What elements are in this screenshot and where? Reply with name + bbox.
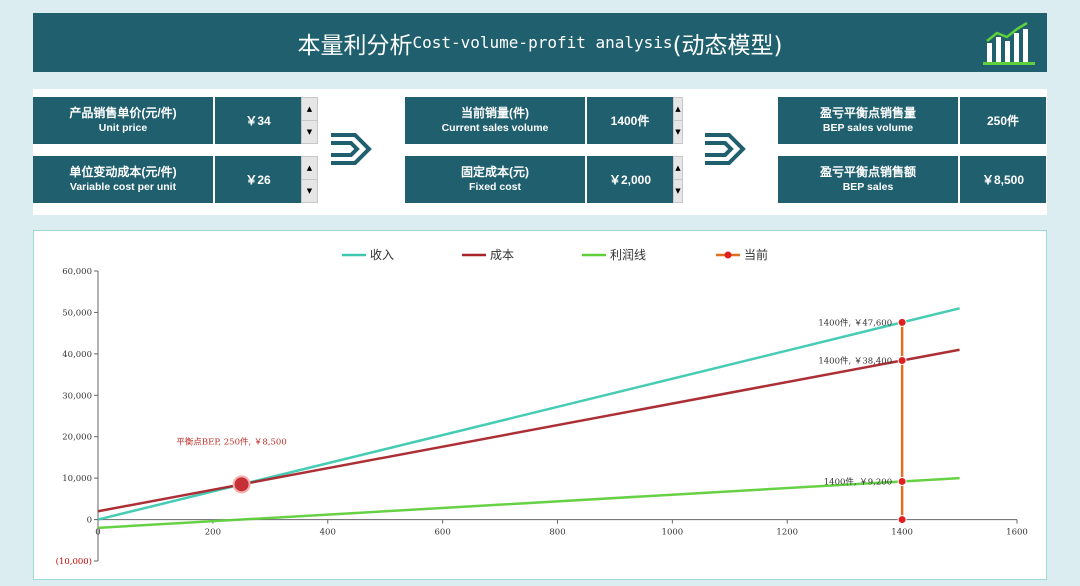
current-volume-value: 1400件 [587, 97, 673, 144]
fixed-cost-spinner[interactable]: ▲ ▼ [673, 156, 683, 203]
x-tick-label: 0 [95, 528, 100, 538]
unit-price-label: 产品销售单价(元/件) Unit price [33, 97, 213, 144]
fixed-cost-value: ￥2,000 [587, 156, 673, 203]
x-tick-label: 1000 [662, 528, 684, 538]
y-tick-label: 0 [87, 516, 92, 526]
current-point [897, 317, 907, 327]
input-panel: 产品销售单价(元/件) Unit price ￥34 ▲ ▼ 单位变动成本(元/件)… [33, 89, 1047, 215]
y-tick-label: 50,000 [62, 308, 92, 318]
arrow-right-icon [705, 133, 746, 165]
legend-label: 收入 [370, 248, 394, 262]
bep-volume-label: 盈亏平衡点销售量 BEP sales volume [778, 97, 958, 144]
title-cn: 本量利分析 [297, 32, 413, 59]
unit-price-card: 产品销售单价(元/件) Unit price ￥34 ▲ ▼ [33, 97, 318, 144]
title-en: Cost-volume-profit analysis [412, 33, 673, 52]
profit-line [97, 476, 960, 530]
y-tick-label: 40,000 [62, 350, 92, 360]
revenue-annotation: 1400件, ￥47,600 [818, 317, 892, 328]
arrow-right-icon [331, 133, 372, 165]
chart-panel: (10,000) 0 10,000 20,000 30,000 40,000 50,000 6… [33, 230, 1047, 580]
bep-volume-value: 250件 [960, 97, 1046, 144]
current-point [897, 476, 907, 486]
x-tick-label: 400 [320, 528, 336, 538]
spin-down-icon[interactable]: ▼ [306, 187, 313, 195]
profit-annotation: 1400件, ￥9,200 [824, 476, 892, 487]
cvp-chart: (10,000) 0 10,000 20,000 30,000 40,000 50,000 6… [56, 247, 1028, 567]
cost-annotation: 1400件, ￥38,400 [818, 355, 892, 366]
y-tick-label: 30,000 [62, 391, 92, 401]
variable-cost-spinner[interactable]: ▲ ▼ [301, 156, 318, 203]
spin-up-icon[interactable]: ▲ [302, 98, 317, 121]
bep-sales-value: ￥8,500 [960, 156, 1046, 203]
spin-up-icon[interactable]: ▲ [302, 157, 317, 180]
x-tick-label: 1600 [1006, 528, 1028, 538]
current-point [897, 515, 907, 525]
fixed-cost-label: 固定成本(元) Fixed cost [405, 156, 585, 203]
legend-label: 当前 [744, 247, 768, 262]
x-tick-label: 1400 [891, 528, 913, 538]
spin-down-icon[interactable]: ▼ [675, 187, 681, 195]
y-tick-label: 10,000 [62, 474, 92, 484]
title-bar: 本量利分析 Cost-volume-profit analysis (动态模型) [33, 13, 1047, 72]
x-tick-label: 1200 [776, 528, 798, 538]
current-point [897, 355, 907, 365]
x-tick-label: 800 [549, 528, 565, 538]
variable-cost-value: ￥26 [215, 156, 301, 203]
spin-up-icon[interactable]: ▲ [674, 157, 682, 180]
current-volume-card: 当前销量(件) Current sales volume 1400件 ▲ ▼ [405, 97, 683, 144]
x-tick-label: 200 [205, 528, 221, 538]
legend-label: 成本 [490, 248, 514, 262]
current-volume-spinner[interactable]: ▲ ▼ [673, 97, 683, 144]
variable-cost-card: 单位变动成本(元/件) Variable cost per unit ￥26 ▲ ▼ [33, 156, 318, 203]
bep-volume-card: 盈亏平衡点销售量 BEP sales volume 250件 [778, 97, 1046, 144]
spin-down-icon[interactable]: ▼ [306, 128, 313, 136]
bep-sales-label: 盈亏平衡点销售额 BEP sales [778, 156, 958, 203]
fixed-cost-card: 固定成本(元) Fixed cost ￥2,000 ▲ ▼ [405, 156, 683, 203]
legend-marker [724, 251, 732, 259]
bep-annotation: 平衡点BEP, 250件, ￥8,500 [176, 436, 286, 447]
y-tick-label: 20,000 [62, 433, 92, 443]
y-tick-label: (10,000) [56, 556, 92, 567]
spin-up-icon[interactable]: ▲ [674, 98, 682, 121]
legend-label: 利润线 [610, 248, 646, 262]
bep-sales-card: 盈亏平衡点销售额 BEP sales ￥8,500 [778, 156, 1046, 203]
unit-price-spinner[interactable]: ▲ ▼ [301, 97, 318, 144]
unit-price-value: ￥34 [215, 97, 301, 144]
current-volume-label: 当前销量(件) Current sales volume [405, 97, 585, 144]
variable-cost-label: 单位变动成本(元/件) Variable cost per unit [33, 156, 213, 203]
bep-point [232, 475, 251, 494]
x-tick-label: 600 [435, 528, 451, 538]
y-tick-label: 60,000 [62, 267, 92, 277]
bar-chart-icon [983, 21, 1035, 65]
title-tail: (动态模型) [672, 32, 783, 59]
spin-down-icon[interactable]: ▼ [675, 128, 681, 136]
